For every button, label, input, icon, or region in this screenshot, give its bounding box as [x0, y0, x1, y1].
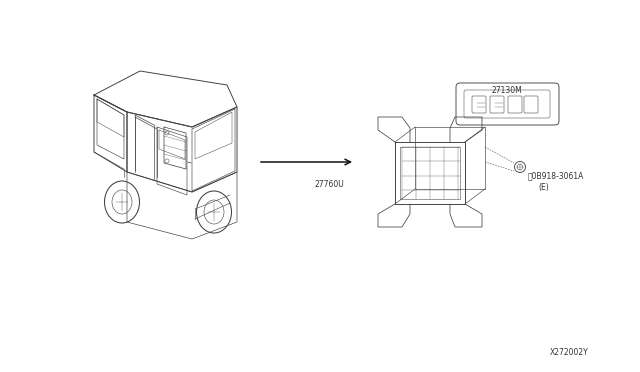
Text: Ⓝ0B918-3061A: Ⓝ0B918-3061A: [528, 171, 584, 180]
Text: (E): (E): [538, 183, 548, 192]
Text: X272002Y: X272002Y: [550, 348, 589, 357]
Text: 27760U: 27760U: [314, 180, 344, 189]
Text: 27130M: 27130M: [492, 86, 523, 94]
